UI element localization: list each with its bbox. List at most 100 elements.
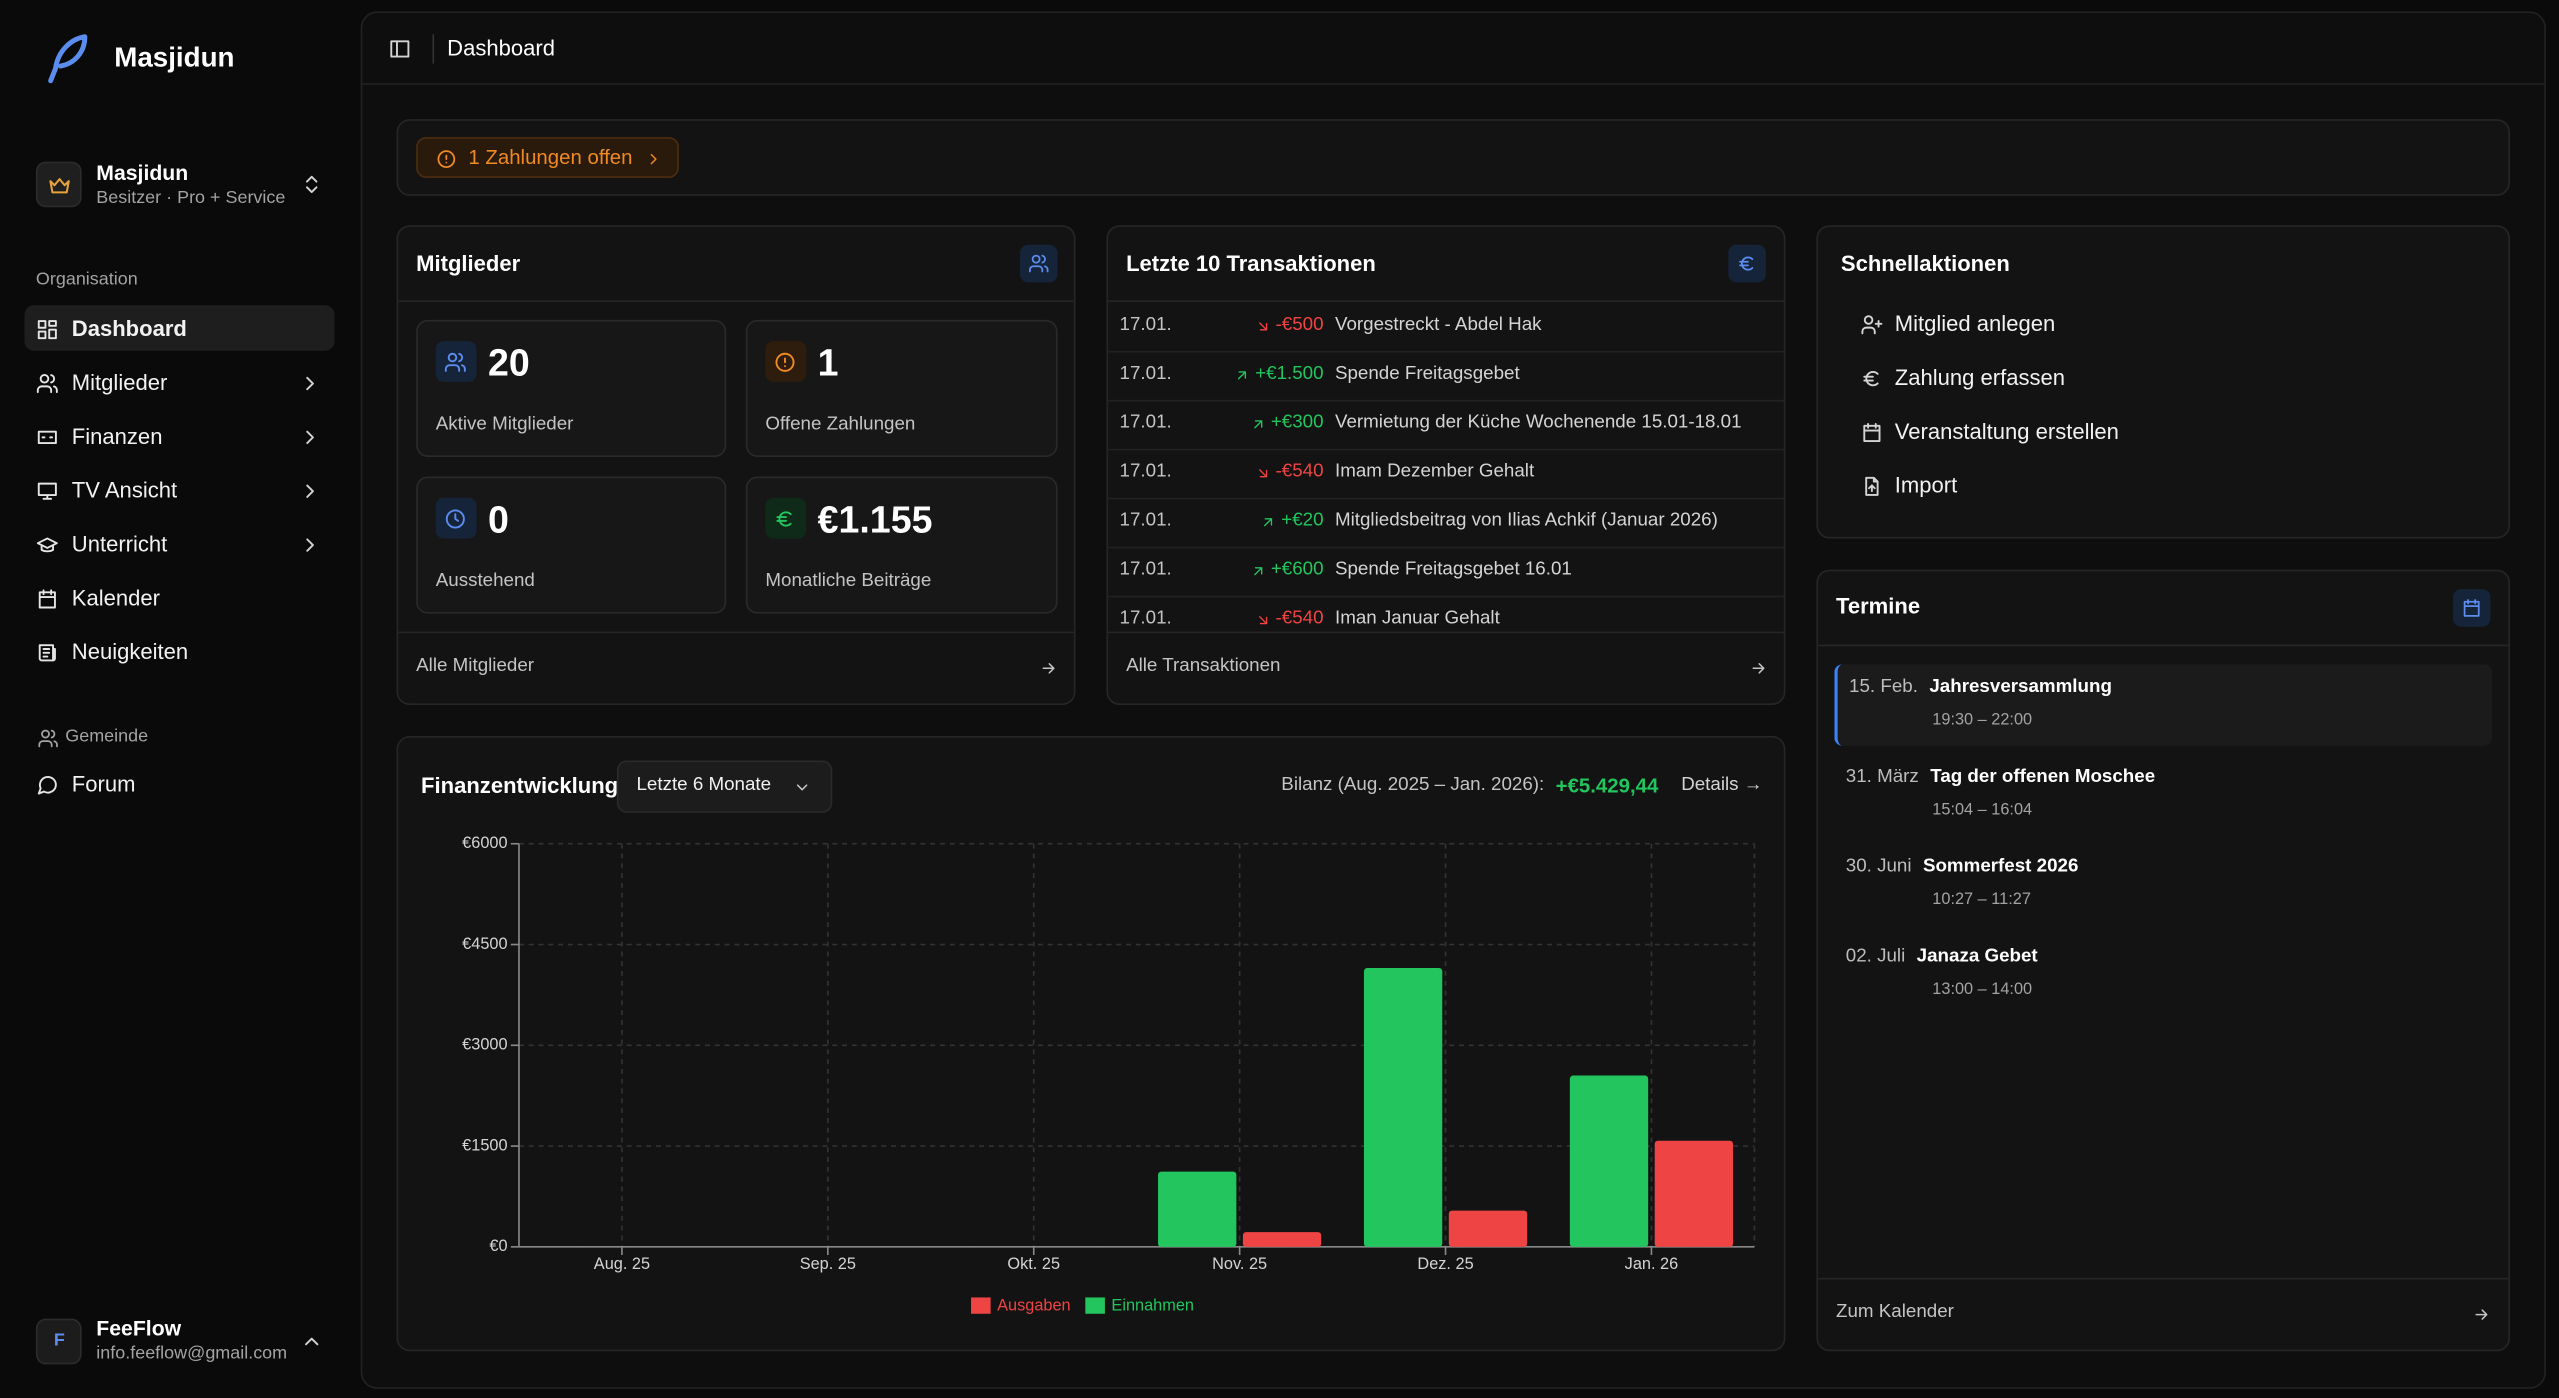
- event-title[interactable]: Sommerfest 2026: [1922, 856, 2079, 877]
- tx-amount: -€500: [1275, 315, 1324, 335]
- x-tick-label: Jan. 26: [1625, 1255, 1679, 1273]
- divider: [1108, 350, 1784, 353]
- stat-label: Aktive Mitglieder: [435, 414, 574, 435]
- user-initial: F: [53, 1330, 65, 1351]
- details-link[interactable]: Details →: [1681, 775, 1763, 795]
- header-divider: [362, 83, 2545, 85]
- section-label: Gemeinde: [65, 726, 149, 747]
- stat-value: 20: [487, 341, 530, 384]
- divider: [1108, 546, 1784, 549]
- action-icon: [1861, 315, 1883, 335]
- stat-icon-box: [435, 341, 477, 382]
- nav-icon: [37, 430, 57, 445]
- card-link[interactable]: Alle Transaktionen: [1126, 656, 1281, 676]
- nav-item[interactable]: TV Ansicht: [71, 478, 178, 503]
- link-arrow[interactable]: [2472, 1305, 2490, 1323]
- members-icon: [1028, 253, 1048, 272]
- stat-value: 1: [817, 341, 839, 384]
- legend-label: Einnahmen: [1111, 1297, 1194, 1315]
- nav-chevron[interactable]: [299, 480, 322, 503]
- stat-icon: [444, 352, 466, 372]
- period-select[interactable]: [616, 760, 833, 813]
- event-time: 13:00 – 14:00: [1932, 980, 2033, 999]
- icon-box: [1728, 244, 1766, 283]
- nav-chevron[interactable]: [299, 426, 322, 449]
- event-title[interactable]: Jahresversammlung: [1929, 677, 2112, 698]
- nav-chevron[interactable]: [299, 372, 322, 395]
- tx-amount: +€600: [1270, 559, 1324, 580]
- action-item[interactable]: Veranstaltung erstellen: [1894, 419, 2119, 444]
- tx-amount: +€300: [1270, 413, 1324, 433]
- divider: [1818, 644, 2509, 647]
- alert-icon: [436, 149, 455, 168]
- members-card: [396, 225, 1076, 706]
- event-title[interactable]: Janaza Gebet: [1916, 946, 2038, 967]
- nav-item[interactable]: Kalender: [71, 585, 161, 611]
- sidebar-toggle[interactable]: [388, 38, 411, 61]
- org-icon-box: [35, 161, 82, 208]
- user-avatar: [35, 1318, 82, 1365]
- nav-item[interactable]: Finanzen: [71, 424, 163, 449]
- org-name: Masjidun: [96, 160, 189, 185]
- alert-card: [396, 119, 2511, 196]
- user-name: FeeFlow: [96, 1315, 182, 1341]
- alert-text[interactable]: 1 Zahlungen offen: [468, 146, 633, 169]
- action-item[interactable]: Import: [1894, 473, 1958, 498]
- icon-box: [1020, 244, 1058, 283]
- x-tick-label: Sep. 25: [800, 1255, 856, 1273]
- action-icon: [1865, 476, 1879, 496]
- stat-icon: [445, 509, 465, 529]
- tx-amount: -€540: [1275, 608, 1324, 629]
- nav-item[interactable]: Mitglieder: [71, 370, 168, 395]
- tx-description: Spende Freitagsgebet: [1334, 364, 1520, 384]
- balance-label: Bilanz (Aug. 2025 – Jan. 2026):: [1281, 775, 1545, 795]
- x-tick-label: Okt. 25: [1007, 1255, 1060, 1273]
- y-tick-label: €0: [489, 1237, 507, 1255]
- legend-swatch: [1085, 1297, 1105, 1314]
- bar: [1158, 1171, 1237, 1247]
- link-arrow[interactable]: [1749, 659, 1767, 677]
- nav-chevron[interactable]: [299, 534, 322, 557]
- bar: [1569, 1075, 1649, 1247]
- y-tick-label: €6000: [462, 834, 507, 852]
- link-arrow[interactable]: [1039, 659, 1057, 677]
- nav-item[interactable]: Neuigkeiten: [71, 639, 189, 665]
- org-switch[interactable]: [300, 173, 323, 196]
- period-select-label[interactable]: Letzte 6 Monate: [636, 775, 772, 795]
- tx-date: 17.01.: [1119, 315, 1172, 335]
- user-menu[interactable]: [300, 1330, 323, 1353]
- event-time: 15:04 – 16:04: [1932, 801, 2033, 820]
- tx-arrow: [1253, 567, 1262, 576]
- alert-badge[interactable]: [416, 137, 679, 178]
- divider: [398, 631, 1074, 634]
- stat-label: Monatliche Beiträge: [765, 571, 932, 591]
- tx-arrow: [1258, 469, 1267, 478]
- event-active-bg: [1834, 664, 2493, 746]
- bar: [1448, 1210, 1528, 1247]
- tx-arrow: [1258, 616, 1267, 625]
- bar: [1363, 968, 1443, 1247]
- card-title: Schnellaktionen: [1840, 251, 2010, 276]
- event-time: 19:30 – 22:00: [1932, 711, 2033, 730]
- bar: [1242, 1232, 1322, 1247]
- header-separator: [432, 34, 435, 64]
- event-title[interactable]: Tag der offenen Moschee: [1930, 767, 2156, 787]
- tx-description: Vermietung der Küche Wochenende 15.01-18…: [1334, 413, 1742, 433]
- bar: [1654, 1140, 1734, 1247]
- nav-item[interactable]: Dashboard: [71, 316, 187, 341]
- y-tick-label: €3000: [462, 1036, 507, 1054]
- tx-arrow: [1238, 371, 1247, 380]
- divider: [1108, 399, 1784, 402]
- tx-description: Imam Dezember Gehalt: [1334, 462, 1535, 482]
- tx-description: Vorgestreckt - Abdel Hak: [1334, 315, 1542, 335]
- tx-date: 17.01.: [1119, 510, 1172, 531]
- nav-item[interactable]: Unterricht: [71, 531, 168, 557]
- card-link[interactable]: Alle Mitglieder: [416, 656, 535, 676]
- card-title: Termine: [1836, 593, 1921, 619]
- card-title: Letzte 10 Transaktionen: [1126, 251, 1376, 276]
- nav-item[interactable]: Forum: [71, 771, 136, 797]
- action-item[interactable]: Zahlung erfassen: [1894, 365, 2066, 390]
- action-item[interactable]: Mitglied anlegen: [1894, 311, 2056, 337]
- card-link[interactable]: Zum Kalender: [1836, 1302, 1954, 1323]
- nav-icon: [38, 589, 56, 609]
